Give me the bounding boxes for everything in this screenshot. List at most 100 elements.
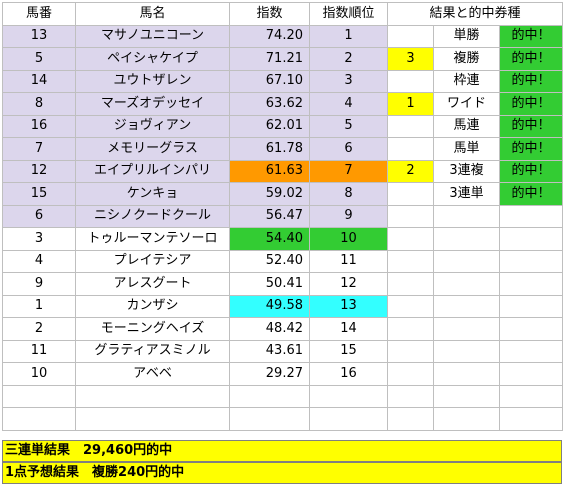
empty-cell bbox=[229, 384, 310, 408]
hit-cell bbox=[499, 362, 563, 386]
horse-number-cell: 6 bbox=[2, 204, 76, 228]
empty-row bbox=[2, 407, 563, 431]
bet-type-cell bbox=[433, 227, 500, 251]
empty-cell bbox=[387, 384, 434, 408]
empty-cell bbox=[499, 384, 563, 408]
hit-cell bbox=[499, 227, 563, 251]
bet-type-cell bbox=[433, 249, 500, 273]
trifecta-result-text: 三連単結果 29,460円的中 bbox=[5, 443, 173, 458]
horse-number-cell: 8 bbox=[2, 92, 76, 116]
hit-cell: 的中！ bbox=[499, 92, 563, 116]
hit-cell bbox=[499, 204, 563, 228]
hit-cell: 的中！ bbox=[499, 159, 563, 183]
index-rank-cell: 13 bbox=[309, 294, 388, 318]
finish-position-cell bbox=[387, 294, 434, 318]
empty-cell bbox=[2, 407, 76, 431]
table-row: 11 グラティアスミノル 43.61 15 bbox=[2, 339, 563, 363]
hit-cell: 的中！ bbox=[499, 24, 563, 48]
index-rank-cell: 6 bbox=[309, 137, 388, 161]
table-row: 5 ペイシャケイプ 71.21 2 3 複勝 的中！ bbox=[2, 47, 563, 71]
table-row: 6 ニシノクードクール 56.47 9 bbox=[2, 204, 563, 228]
horse-name-cell: カンザシ bbox=[75, 294, 230, 318]
table-row: 8 マーズオデッセイ 63.62 4 1 ワイド 的中！ bbox=[2, 92, 563, 116]
empty-cell bbox=[75, 407, 230, 431]
bet-type-cell: 馬連 bbox=[433, 114, 500, 138]
bet-type-cell bbox=[433, 362, 500, 386]
horse-name-cell: モーニングヘイズ bbox=[75, 317, 230, 341]
horse-number-cell: 11 bbox=[2, 339, 76, 363]
bet-type-cell: 3連複 bbox=[433, 159, 500, 183]
index-cell: 29.27 bbox=[229, 362, 310, 386]
hit-cell: 的中！ bbox=[499, 137, 563, 161]
index-rank-cell: 5 bbox=[309, 114, 388, 138]
horse-name-cell: グラティアスミノル bbox=[75, 339, 230, 363]
horse-number-cell: 5 bbox=[2, 47, 76, 71]
index-cell: 62.01 bbox=[229, 114, 310, 138]
bet-type-cell bbox=[433, 272, 500, 296]
index-cell: 71.21 bbox=[229, 47, 310, 71]
table-row: 14 ユウトザレン 67.10 3 枠連 的中！ bbox=[2, 69, 563, 93]
horse-name-cell: マーズオデッセイ bbox=[75, 92, 230, 116]
bet-type-cell: ワイド bbox=[433, 92, 500, 116]
hit-cell bbox=[499, 249, 563, 273]
index-rank-cell: 9 bbox=[309, 204, 388, 228]
horse-name-cell: ペイシャケイプ bbox=[75, 47, 230, 71]
horse-name-cell: プレイテシア bbox=[75, 249, 230, 273]
finish-position-cell bbox=[387, 227, 434, 251]
index-cell: 48.42 bbox=[229, 317, 310, 341]
empty-cell bbox=[499, 407, 563, 431]
index-rank-cell: 16 bbox=[309, 362, 388, 386]
bet-type-cell: 複勝 bbox=[433, 47, 500, 71]
index-cell: 61.78 bbox=[229, 137, 310, 161]
empty-cell bbox=[387, 407, 434, 431]
horse-name-cell: マサノユニコーン bbox=[75, 24, 230, 48]
header-horse-number: 馬番 bbox=[2, 2, 76, 26]
horse-name-cell: ジョヴィアン bbox=[75, 114, 230, 138]
horse-number-cell: 3 bbox=[2, 227, 76, 251]
table-row: 12 エイプリルインパリ 61.63 7 2 3連複 的中！ bbox=[2, 159, 563, 183]
finish-position-cell bbox=[387, 362, 434, 386]
table-row: 7 メモリーグラス 61.78 6 馬単 的中！ bbox=[2, 137, 563, 161]
bet-type-cell: 3連単 bbox=[433, 182, 500, 206]
race-index-table: 馬番 馬名 指数 指数順位 結果と的中券種 13 マサノユニコーン 74.20 1 単勝… bbox=[2, 2, 563, 431]
index-rank-cell: 12 bbox=[309, 272, 388, 296]
horse-name-cell: メモリーグラス bbox=[75, 137, 230, 161]
finish-position-cell bbox=[387, 114, 434, 138]
horse-name-cell: エイプリルインパリ bbox=[75, 159, 230, 183]
finish-position-cell bbox=[387, 339, 434, 363]
header-result: 結果と的中券種 bbox=[387, 2, 563, 26]
index-rank-cell: 14 bbox=[309, 317, 388, 341]
index-cell: 74.20 bbox=[229, 24, 310, 48]
index-cell: 49.58 bbox=[229, 294, 310, 318]
index-cell: 59.02 bbox=[229, 182, 310, 206]
empty-row bbox=[2, 384, 563, 408]
table-row: 15 ケンキョ 59.02 8 3連単 的中！ bbox=[2, 182, 563, 206]
index-rank-cell: 1 bbox=[309, 24, 388, 48]
empty-cell bbox=[75, 384, 230, 408]
finish-position-cell bbox=[387, 137, 434, 161]
horse-name-cell: アベベ bbox=[75, 362, 230, 386]
finish-position-cell bbox=[387, 272, 434, 296]
table-row: 4 プレイテシア 52.40 11 bbox=[2, 249, 563, 273]
finish-position-cell: 2 bbox=[387, 159, 434, 183]
header-index-rank: 指数順位 bbox=[309, 2, 388, 26]
horse-number-cell: 15 bbox=[2, 182, 76, 206]
table-row: 13 マサノユニコーン 74.20 1 単勝 的中！ bbox=[2, 24, 563, 48]
finish-position-cell bbox=[387, 317, 434, 341]
index-rank-cell: 3 bbox=[309, 69, 388, 93]
index-rank-cell: 10 bbox=[309, 227, 388, 251]
table-row: 2 モーニングヘイズ 48.42 14 bbox=[2, 317, 563, 341]
horse-number-cell: 2 bbox=[2, 317, 76, 341]
header-index: 指数 bbox=[229, 2, 310, 26]
index-rank-cell: 8 bbox=[309, 182, 388, 206]
index-rank-cell: 4 bbox=[309, 92, 388, 116]
empty-cell bbox=[229, 407, 310, 431]
bet-type-cell bbox=[433, 317, 500, 341]
empty-cell bbox=[309, 407, 388, 431]
empty-cell bbox=[2, 384, 76, 408]
horse-name-cell: ケンキョ bbox=[75, 182, 230, 206]
empty-cell bbox=[309, 384, 388, 408]
index-cell: 50.41 bbox=[229, 272, 310, 296]
finish-position-cell: 1 bbox=[387, 92, 434, 116]
bet-type-cell bbox=[433, 339, 500, 363]
